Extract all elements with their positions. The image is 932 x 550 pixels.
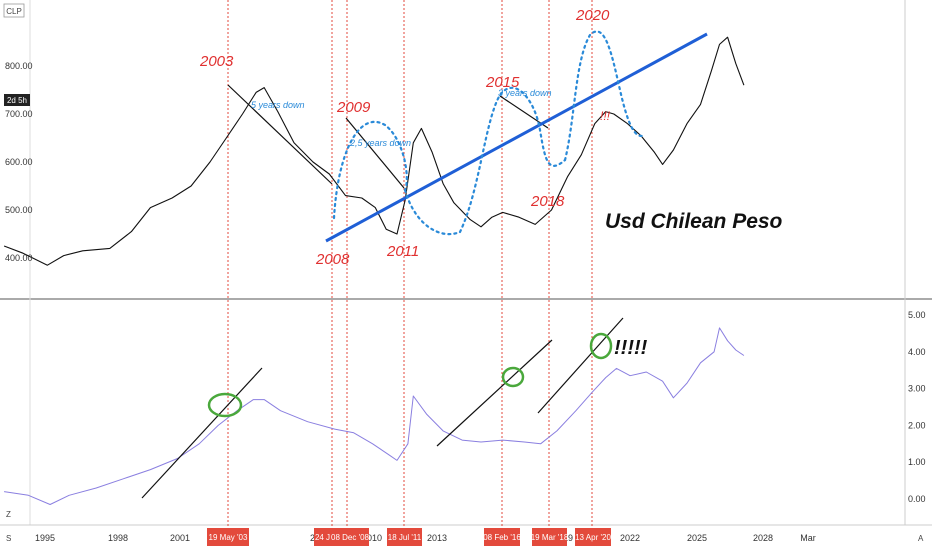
price-pane xyxy=(3,36,745,266)
indicator-tick-label: 5.00 xyxy=(908,310,926,320)
indicator-tick-label: 3.00 xyxy=(908,384,926,394)
label-2003: 2003 xyxy=(199,53,234,70)
price-tick-label: 800.00 xyxy=(5,61,33,71)
label-2015: 2015 xyxy=(485,74,520,91)
cycle-dots-2020 xyxy=(563,30,647,162)
price-tick-label: 500.00 xyxy=(5,205,33,215)
time-tick-label: 1995 xyxy=(35,533,55,543)
date-badge-label: 08 Feb '16 xyxy=(483,533,521,542)
red-exclamations: !!! xyxy=(600,109,611,123)
cycle-dots-2011 xyxy=(403,188,462,236)
indicator-series-line xyxy=(4,327,745,505)
indicator-pane xyxy=(4,327,745,505)
time-tick-label: 2013 xyxy=(427,533,447,543)
indicator-trend-line-3 xyxy=(537,317,624,414)
timeframe-badge xyxy=(4,94,30,106)
annotations: 2003 5 years down 2009 2,5 years down 20… xyxy=(141,7,783,499)
label-2020: 2020 xyxy=(575,7,610,24)
time-tick-label: 2022 xyxy=(620,533,640,543)
settings-mark[interactable]: S xyxy=(6,534,11,543)
date-badge-label: 08 Dec '08 xyxy=(331,533,370,542)
cycle-dots-2015 xyxy=(458,86,567,234)
note-two-half-years-down: 2,5 years down xyxy=(349,138,411,148)
date-badge xyxy=(575,528,611,546)
date-badge-label: 19 Mar '18 xyxy=(531,533,569,542)
date-badge-label: 18 Jul '11 xyxy=(388,533,422,542)
zoom-mark[interactable]: Z xyxy=(6,510,11,519)
indicator-tick-label: 4.00 xyxy=(908,347,926,357)
five-years-down-line xyxy=(227,84,333,185)
time-tick-label: 2025 xyxy=(687,533,707,543)
indicator-trend-line-1 xyxy=(141,367,263,499)
date-badge xyxy=(314,528,331,546)
price-series-line xyxy=(3,36,745,266)
green-circle-2020 xyxy=(589,332,613,360)
time-tick-label: 2028 xyxy=(753,533,773,543)
green-circle-2016 xyxy=(501,366,525,388)
date-badge xyxy=(331,528,369,546)
cycle-dots-2009 xyxy=(332,120,408,220)
label-2008: 2008 xyxy=(315,251,350,268)
note-three-years-down: 3 years down xyxy=(498,88,552,98)
date-badge xyxy=(484,528,520,546)
time-tick-label: 1998 xyxy=(108,533,128,543)
symbol-label: CLP xyxy=(6,7,22,16)
time-tick-label: 2001 xyxy=(170,533,190,543)
time-tick-label: 2010 xyxy=(362,533,382,543)
indicator-tick-label: 2.00 xyxy=(908,420,926,430)
price-tick-label: 400.00 xyxy=(5,253,33,263)
green-circle-2003 xyxy=(207,392,243,418)
date-badge-label: 19 May '03 xyxy=(209,533,248,542)
chart-title: Usd Chilean Peso xyxy=(605,210,783,233)
date-badge xyxy=(387,528,422,546)
symbol-badge[interactable] xyxy=(3,3,25,18)
date-badge xyxy=(207,528,249,546)
black-exclamations: !!!!! xyxy=(614,337,648,359)
blue-trend-line xyxy=(325,32,708,243)
time-tick-label: Mar xyxy=(800,533,816,543)
indicator-tick-label: 1.00 xyxy=(908,457,926,467)
note-five-years-down: 5 years down xyxy=(251,100,305,110)
price-tick-label: 700.00 xyxy=(5,109,33,119)
date-badge-label: 13 Apr '20 xyxy=(575,533,611,542)
three-years-down-line xyxy=(499,95,549,129)
two-half-years-down-line xyxy=(345,117,405,189)
auto-scale-mark[interactable]: A xyxy=(918,534,924,543)
date-badge-label: 24 J xyxy=(315,533,330,542)
label-2011: 2011 xyxy=(386,243,419,260)
indicator-trend-line-2 xyxy=(436,339,553,447)
timeframe-label: 2d 5h xyxy=(7,96,27,105)
indicator-tick-label: 0.00 xyxy=(908,494,926,504)
axes: 400.00 500.00 600.00 700.00 800.00 0.00 1.00 2.… xyxy=(5,61,926,546)
label-2009: 2009 xyxy=(336,99,371,116)
label-2018: 2018 xyxy=(530,193,565,210)
price-tick-label: 600.00 xyxy=(5,157,33,167)
date-badge xyxy=(532,528,567,546)
